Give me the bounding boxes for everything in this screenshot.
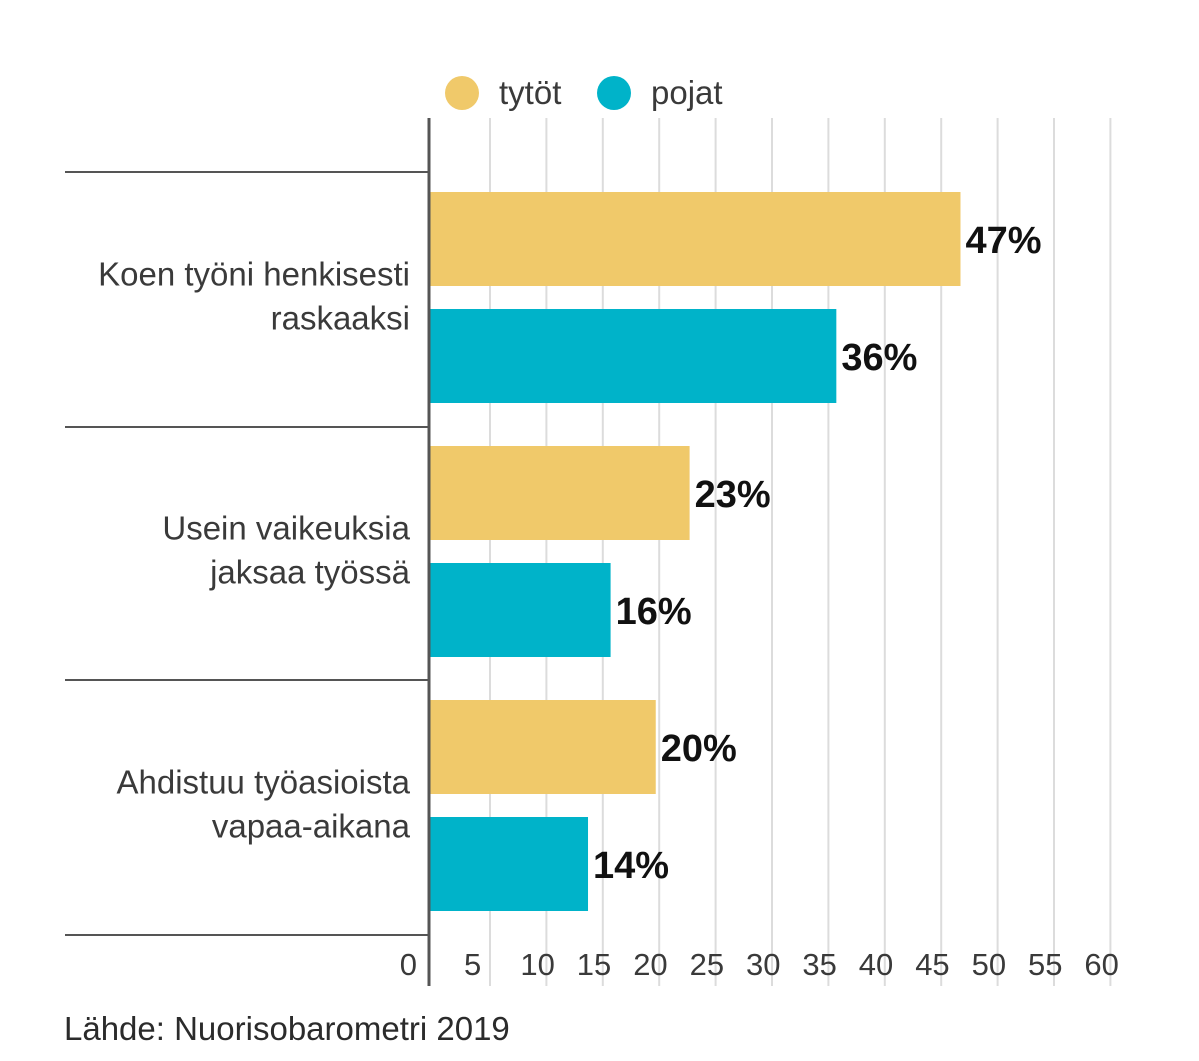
x-tick-label: 15 (577, 947, 611, 982)
bar-tytöt-2 (430, 446, 690, 540)
bar-tytöt-1 (430, 192, 961, 286)
x-tick-label: 30 (746, 947, 780, 982)
data-label: 16% (616, 591, 692, 633)
bar-pojat-1 (430, 309, 837, 403)
x-tick-label: 0 (400, 947, 417, 982)
legend-marker-tytöt (445, 76, 479, 110)
data-label: 14% (593, 845, 669, 887)
data-label: 20% (661, 728, 737, 770)
category-label: raskaaksi (271, 300, 410, 337)
data-label: 23% (695, 474, 771, 516)
bar-pojat-2 (430, 563, 611, 657)
x-tick-label: 20 (633, 947, 667, 982)
x-tick-label: 45 (915, 947, 949, 982)
x-tick-label: 10 (520, 947, 554, 982)
x-tick-label: 55 (1028, 947, 1062, 982)
category-label: Koen työni henkisesti (98, 256, 410, 293)
x-tick-label: 60 (1084, 947, 1118, 982)
legend-label: pojat (651, 74, 723, 111)
bar-tytöt-3 (430, 700, 656, 794)
legend-marker-pojat (597, 76, 631, 110)
category-label: Ahdistuu työasioista (116, 764, 410, 801)
bar-pojat-3 (430, 817, 589, 911)
x-tick-label: 35 (802, 947, 836, 982)
x-tick-label: 5 (464, 947, 481, 982)
category-label: Usein vaikeuksia (162, 510, 410, 547)
category-label: jaksaa työssä (209, 554, 411, 591)
x-tick-label: 25 (690, 947, 724, 982)
x-tick-label: 40 (859, 947, 893, 982)
category-label: vapaa-aikana (212, 808, 411, 845)
legend-label: tytöt (499, 74, 561, 111)
data-label: 36% (841, 337, 917, 379)
x-tick-label: 50 (972, 947, 1006, 982)
source-note: Lähde: Nuorisobarometri 2019 (64, 1010, 510, 1047)
data-label: 47% (965, 220, 1041, 262)
